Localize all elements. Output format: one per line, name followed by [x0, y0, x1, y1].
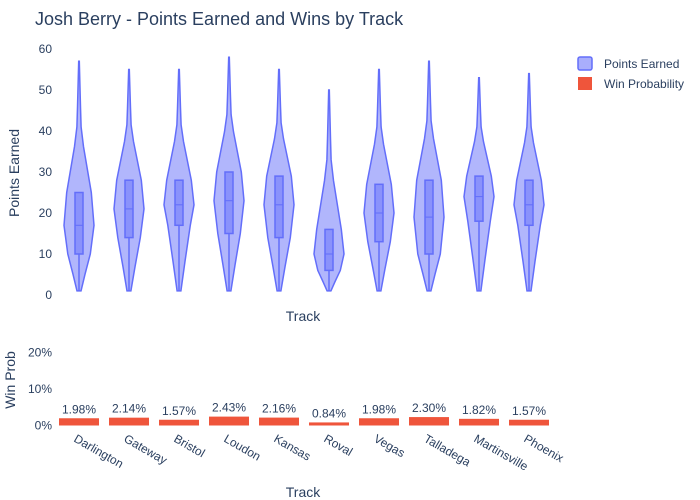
violin-bristol[interactable] [163, 68, 195, 292]
bar-roval[interactable] [309, 422, 349, 426]
bar-x-tick-label: Darlington [72, 431, 126, 470]
bar-kansas[interactable] [259, 417, 299, 426]
bar-y-axis: 0% 10% 20% [28, 345, 52, 432]
violin-box [174, 179, 184, 227]
bar-phoenix[interactable] [509, 419, 549, 426]
violin-y-tick-label: 40 [39, 124, 53, 138]
violin-box [324, 228, 334, 272]
bar-vegas[interactable] [359, 418, 399, 426]
violin-kansas[interactable] [263, 68, 295, 292]
violin-y-tick-label: 30 [39, 165, 53, 179]
bar-y-tick-label: 10% [28, 382, 52, 396]
violin-y-axis: 0 10 20 30 40 50 60 [39, 42, 53, 302]
bar-gateway[interactable] [109, 417, 149, 426]
violin-martinsville[interactable] [463, 76, 495, 292]
bar-loudon[interactable] [209, 416, 249, 426]
bar-data-label: 1.98% [362, 402, 396, 416]
violin-y-axis-title: Points Earned [6, 129, 22, 217]
violin-roval[interactable] [313, 89, 345, 292]
bar-data-label: 1.57% [162, 404, 196, 418]
violin-y-tick-label: 10 [39, 247, 53, 261]
bar-x-tick-label: Vegas [372, 431, 408, 460]
bar-y-axis-title: Win Prob [2, 351, 18, 409]
bar-martinsville[interactable] [459, 418, 499, 426]
violin-box [74, 191, 84, 255]
bar-x-tick-label: Kansas [272, 431, 314, 463]
violin-body[interactable] [413, 60, 445, 292]
bar-talladega[interactable] [409, 417, 449, 426]
legend-label-win-probability[interactable]: Win Probability [604, 77, 684, 91]
bar-data-label: 2.16% [262, 402, 296, 416]
violin-box [274, 175, 284, 239]
violin-box [224, 171, 234, 235]
bar-data-label: 2.30% [412, 401, 446, 415]
bar-data-label: 2.14% [112, 402, 146, 416]
bar-x-axis-title: Track [286, 484, 321, 500]
bar-x-tick-label: Bristol [172, 431, 208, 460]
legend-item-win-probability[interactable]: Win Probability [578, 77, 684, 91]
violin-talladega[interactable] [413, 60, 445, 292]
violin-box [474, 175, 484, 222]
legend-swatch-win-probability[interactable] [578, 77, 592, 90]
bar-data-label: 2.43% [212, 401, 246, 415]
bar-data-label: 1.82% [462, 403, 496, 417]
violin-body[interactable] [363, 68, 395, 292]
violin-vegas[interactable] [363, 68, 395, 292]
legend-label-points-earned[interactable]: Points Earned [604, 57, 679, 71]
violin-box [524, 179, 534, 227]
bar-y-tick-label: 0% [35, 419, 53, 433]
bar-x-tick-label: Talladega [422, 431, 474, 469]
violin-body[interactable] [313, 89, 345, 292]
bar-x-tick-label: Loudon [222, 431, 264, 463]
bar-plot: 1.98% 2.14% 1.57% 2.43% 2.16% 0.84% 1.98% 2.30%… [59, 401, 549, 426]
violin-phoenix[interactable] [513, 72, 545, 292]
bar-data-label: 1.57% [512, 404, 546, 418]
violin-y-tick-label: 20 [39, 206, 53, 220]
bar-y-tick-label: 20% [28, 345, 52, 359]
violin-x-axis-title: Track [286, 308, 321, 324]
chart-title: Josh Berry - Points Earned and Wins by T… [35, 9, 404, 29]
violin-y-tick-label: 0 [45, 288, 52, 302]
violin-darlington[interactable] [63, 60, 95, 292]
violin-body[interactable] [63, 60, 95, 292]
violin-plot [63, 56, 545, 292]
violin-y-tick-label: 60 [39, 42, 53, 56]
bar-data-label: 0.84% [312, 406, 346, 420]
legend-swatch-points-earned[interactable] [577, 56, 593, 71]
bar-darlington[interactable] [59, 418, 99, 426]
violin-gateway[interactable] [113, 68, 145, 292]
bar-x-tick-label: Martinsville [472, 431, 531, 473]
legend[interactable]: Points Earned Win Probability [577, 56, 684, 91]
legend-item-points-earned[interactable]: Points Earned [577, 56, 679, 71]
violin-y-tick-label: 50 [39, 83, 53, 97]
bar-bristol[interactable] [159, 419, 199, 426]
bar-x-tick-label: Roval [322, 431, 356, 458]
bar-x-tick-label: Gateway [122, 431, 170, 467]
violin-loudon[interactable] [213, 56, 245, 292]
bar-data-label: 1.98% [62, 402, 96, 416]
